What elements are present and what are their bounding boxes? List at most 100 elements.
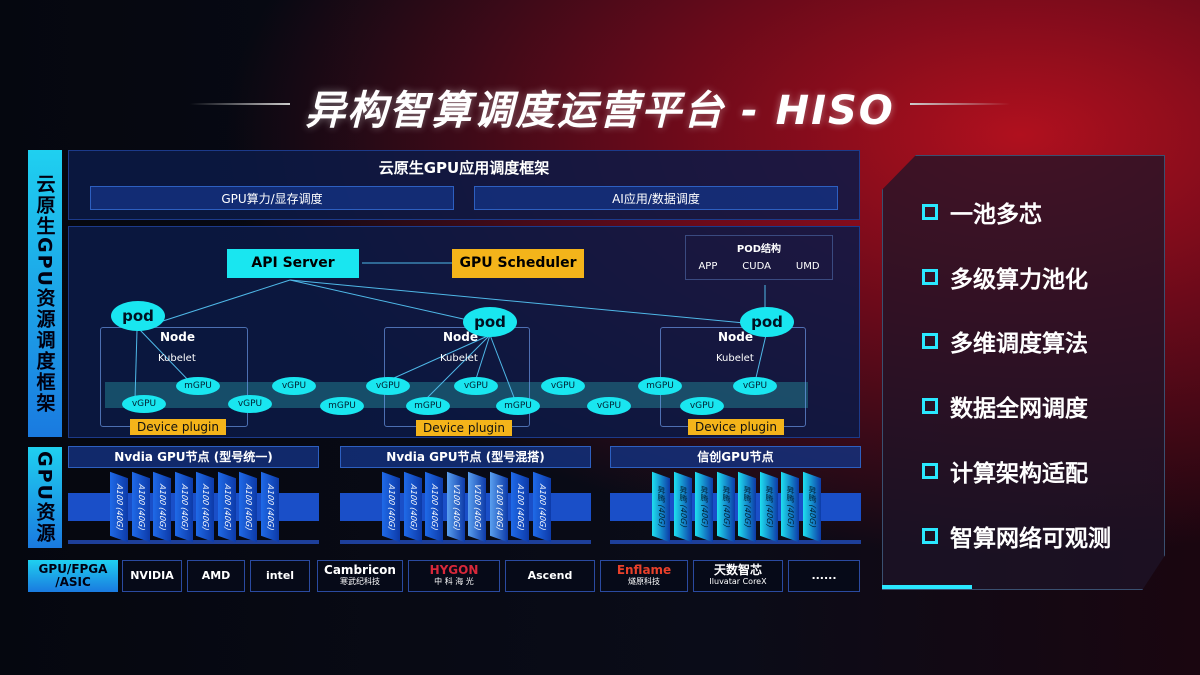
checkbox-square-icon [922,398,938,415]
gpu-card: A100 (40G) [425,471,443,543]
node-label: Node [443,330,479,344]
gpu-node-board [340,493,591,521]
gpu-card: 昇腾 (40G) [652,471,670,543]
gpu-card: A100 (40G) [174,471,193,543]
vendor-name: Cambricon [324,563,396,577]
resources-label: GPU资源 [28,447,62,548]
gpu-card: A100 (40G) [196,471,214,543]
gpu-card: A100 (40G) [511,471,529,543]
gpu-node-base [68,540,319,544]
feature-label: 多维调度算法 [950,331,1088,358]
vendor-logo-4: HYGON 中 科 海 光 [408,560,500,592]
feature-item: 多级算力池化 [922,260,1088,294]
gpu-card: A100 (40G) [403,471,422,543]
checkbox-square-icon [922,527,938,544]
features-panel [882,155,1165,590]
gpu-card: V100 (40G) [446,471,465,543]
vendor-subname: 中 科 海 光 [434,577,474,586]
ai-data-bar: AI应用/数据调度 [474,186,838,210]
gpu-instance: vGPU [541,377,585,395]
feature-label: 多级算力池化 [950,266,1088,293]
gpu-node-board [68,493,319,521]
checkbox-square-icon [922,268,938,285]
checkbox-square-icon [922,333,938,350]
pod-item-cuda: CUDA [742,261,771,272]
gpu-compute-bar: GPU算力/显存调度 [90,186,454,210]
gpu-node-board [610,493,861,521]
pod-structure-title: POD结构 [736,244,782,255]
vendor-name: intel [265,569,295,582]
framework-label: 云原生GPU资源调度框架 [28,150,62,437]
checkbox-square-icon [922,462,938,479]
feature-item: 智算网络可观测 [922,519,1111,553]
device-plugin: Device plugin [688,419,784,435]
kubelet-label: Kubelet [440,353,478,364]
gpu-scheduler-box: GPU Scheduler [452,249,584,278]
vendor-subname: 寒武纪科技 [340,577,380,586]
feature-item: 多维调度算法 [922,324,1088,358]
vendor-logo-3: Cambricon 寒武纪科技 [317,560,403,592]
feature-label: 计算架构适配 [950,460,1088,487]
gpu-card: 昇腾 (40G) [802,471,821,543]
gpu-card: A100 (40G) [153,471,171,543]
gpu-instance: mGPU [638,377,682,395]
chips-label: GPU/FPGA /ASIC [28,560,118,592]
vendor-name: ...... [811,569,837,582]
gpu-card: 昇腾 (40G) [673,471,692,543]
feature-label: 数据全网调度 [950,396,1088,423]
gpu-card: V100 (40G) [489,471,508,543]
gpu-card: 昇腾 (40G) [716,471,735,543]
feature-item: 一池多芯 [922,195,1042,229]
gpu-card: 昇腾 (40G) [738,471,756,543]
pod: pod [463,307,517,337]
gpu-instance: vGPU [680,397,724,415]
gpu-card: A100 (40G) [110,471,128,543]
title-decoration-left [190,103,290,105]
device-plugin: Device plugin [130,419,226,435]
feature-item: 计算架构适配 [922,454,1088,488]
vendor-name: 天数智芯 [713,563,762,577]
feature-item: 数据全网调度 [922,389,1088,423]
gpu-instance: mGPU [320,397,364,415]
vendor-logo-1: AMD [187,560,245,592]
gpu-instance: mGPU [176,377,220,395]
gpu-card: A100 (40G) [532,471,551,543]
vendor-subname: 燧原科技 [628,577,660,586]
gpu-card: 昇腾 (40G) [695,471,713,543]
gpu-node-title: 信创GPU节点 [610,446,861,468]
vendor-subname: Iluvatar CoreX [709,577,767,586]
gpu-card: A100 (40G) [239,471,257,543]
gpu-node-title: Nvdia GPU节点 (型号统一) [68,446,319,468]
gpu-instance: vGPU [454,377,498,395]
gpu-node-base [340,540,591,544]
vendor-logo-7: 天数智芯 Iluvatar CoreX [693,560,783,592]
pod-item-app: APP [698,261,718,272]
vendor-name: Ascend [527,569,573,582]
vendor-name: NVIDIA [130,569,174,582]
pod-item-umd: UMD [795,261,820,272]
node-label: Node [718,330,754,344]
page-title: 异构智算调度运营平台 - HISO [305,88,895,134]
gpu-card: 昇腾 (40G) [759,471,778,543]
gpu-card: 昇腾 (40G) [781,471,799,543]
gpu-instance: vGPU [366,377,410,395]
vendor-logo-6: Enflame 燧原科技 [600,560,688,592]
vendor-logo-0: NVIDIA [122,560,182,592]
framework-title: 云原生GPU应用调度框架 [378,159,550,177]
api-server-box: API Server [227,249,359,278]
vendor-logo-2: intel [250,560,310,592]
vendor-name: AMD [201,569,231,582]
feature-label: 智算网络可观测 [950,525,1111,552]
checkbox-square-icon [922,204,938,220]
gpu-node-title: Nvdia GPU节点 (型号混搭) [340,446,591,468]
vendor-logo-8: ...... [788,560,860,592]
kubelet-label: Kubelet [716,353,754,364]
vendor-logo-5: Ascend [505,560,595,592]
gpu-instance: mGPU [406,397,450,415]
feature-label: 一池多芯 [950,202,1042,228]
vendor-name: HYGON [429,563,479,577]
node-label: Node [160,330,196,344]
pod: pod [740,307,794,337]
vendor-name: Enflame [616,563,672,577]
gpu-instance: vGPU [733,377,777,395]
